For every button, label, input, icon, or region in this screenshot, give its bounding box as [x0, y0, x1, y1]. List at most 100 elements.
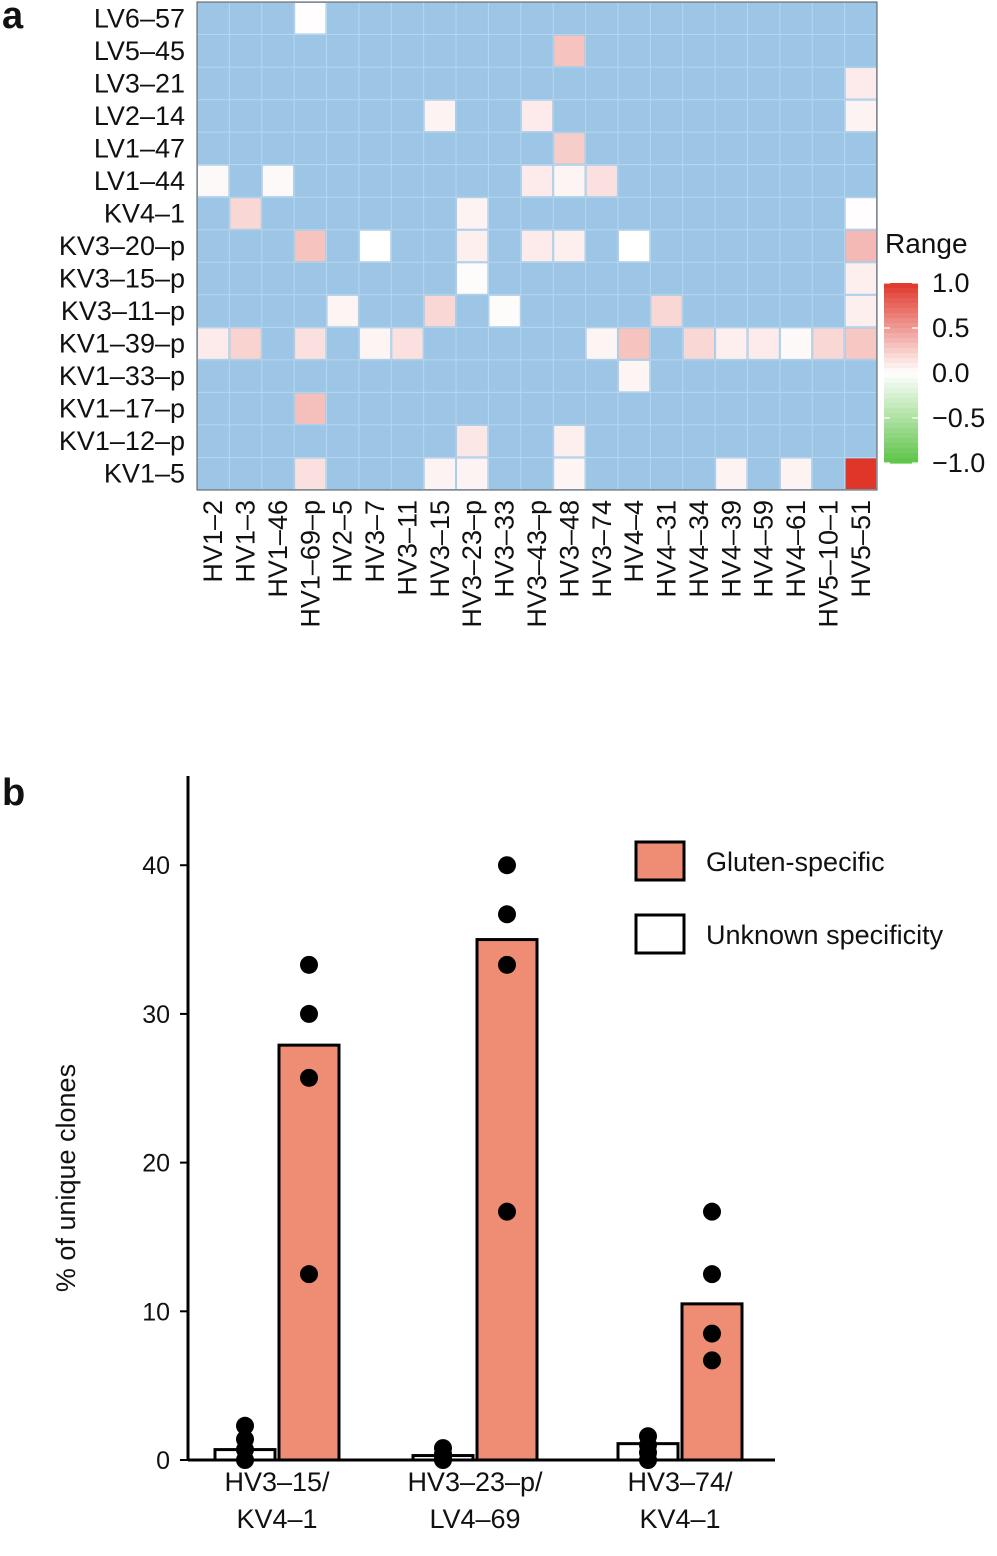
heatmap-column-label: HV3–23–p	[457, 500, 487, 628]
point-gluten-specific	[703, 1324, 721, 1343]
heatmap-cell	[813, 328, 844, 359]
colorbar-segment	[884, 408, 918, 414]
colorbar-segment	[884, 288, 918, 294]
heatmap-cell	[457, 425, 488, 457]
colorbar-segment	[884, 323, 918, 329]
point-gluten-specific	[498, 905, 516, 924]
heatmap-cell	[845, 263, 876, 294]
y-tick-label: 20	[142, 1150, 170, 1178]
heatmap-cell	[554, 35, 585, 67]
point-unknown-specificity	[434, 1439, 452, 1458]
heatmap-cell	[586, 165, 617, 197]
y-tick-label: 0	[156, 1447, 170, 1475]
heatmap-column-label: HV3–74	[587, 500, 617, 598]
x-category-label: HV3–74/	[627, 1467, 733, 1497]
heatmap-column-label: HV3–15	[425, 500, 455, 598]
heatmap-cell	[618, 230, 650, 262]
heatmap-cell	[198, 165, 229, 197]
heatmap-row-label: KV1–17–p	[59, 394, 185, 424]
colorbar-segment	[884, 423, 918, 429]
legend-swatch-unknown-specificity	[634, 913, 686, 955]
heatmap-cell	[230, 198, 261, 229]
colorbar-tick-label: −0.5	[932, 403, 985, 433]
colorbar-tick-label: −1.0	[932, 448, 985, 478]
heatmap-column-label: HV4–31	[652, 500, 682, 598]
colorbar-segment	[884, 303, 918, 309]
heatmap-column-label: HV4–39	[716, 500, 746, 598]
colorbar-segment	[884, 368, 918, 374]
y-tick-label: 30	[142, 1001, 170, 1029]
heatmap-row-label: LV3–21	[94, 68, 185, 98]
legend-label-unknown-specificity: Unknown specificity	[706, 920, 944, 950]
heatmap-cell	[392, 328, 423, 359]
colorbar-segment	[884, 313, 918, 319]
point-gluten-specific	[300, 1265, 318, 1284]
heatmap-cell	[457, 263, 488, 294]
point-unknown-specificity	[236, 1430, 254, 1449]
heatmap-cell	[845, 458, 876, 489]
heatmap-cell	[845, 68, 876, 99]
panel-a-label: a	[2, 0, 24, 37]
colorbar-segment	[884, 318, 918, 324]
colorbar-segment	[884, 458, 918, 464]
point-gluten-specific	[498, 1202, 516, 1221]
x-category-label: KV4–1	[236, 1504, 317, 1534]
heatmap-panel: LV6–57LV5–45LV3–21LV2–14LV1–47LV1–44KV4–…	[59, 1, 878, 628]
heatmap-cell	[716, 458, 747, 489]
heatmap-row-label: LV1–44	[94, 166, 185, 196]
bar-gluten-specific	[475, 938, 539, 1462]
colorbar-tick-label: 0.0	[932, 358, 970, 388]
heatmap-column-label: HV1–69–p	[295, 500, 325, 628]
x-category-label: HV3–15/	[224, 1467, 330, 1497]
colorbar-tick-label: 1.0	[932, 268, 970, 298]
x-category-label: LV4–69	[429, 1504, 520, 1534]
colorbar-segment	[884, 328, 918, 334]
heatmap-column-label: HV4–59	[749, 500, 779, 598]
colorbar-segment	[884, 388, 918, 394]
colorbar-segment	[884, 353, 918, 359]
colorbar-segment	[884, 393, 918, 399]
colorbar-segment	[884, 378, 918, 384]
heatmap-column-label: HV3–7	[360, 500, 390, 583]
heatmap-cell	[295, 230, 326, 262]
heatmap-cell	[262, 165, 294, 197]
colorbar-tick-label: 0.5	[932, 313, 970, 343]
heatmap-column-label: HV3–11	[392, 500, 422, 596]
heatmap-column-label: HV5–51	[846, 500, 876, 598]
heatmap-column-label: HV4–34	[684, 500, 714, 598]
y-tick-label: 40	[142, 852, 170, 880]
heatmap-row-label: KV3–20–p	[59, 231, 185, 261]
heatmap-cell	[618, 360, 650, 392]
colorbar-segment	[884, 298, 918, 304]
heatmap-cell	[780, 458, 812, 489]
bar-gluten-specific	[680, 1302, 744, 1462]
heatmap-cell	[327, 295, 358, 327]
colorbar-segment	[884, 403, 918, 409]
heatmap-cell	[457, 198, 488, 229]
heatmap-cell	[359, 328, 391, 359]
heatmap-cell	[554, 425, 585, 457]
colorbar-segment	[884, 348, 918, 354]
heatmap-row-label: LV5–45	[94, 36, 185, 66]
heatmap-row-label: KV1–33–p	[59, 361, 185, 391]
heatmap-cell	[554, 133, 585, 164]
heatmap-cell	[359, 230, 391, 262]
heatmap-row-label: LV2–14	[94, 101, 185, 131]
colorbar-segment	[884, 358, 918, 364]
heatmap-row-label: KV1–5	[104, 459, 185, 489]
point-unknown-specificity	[236, 1416, 254, 1435]
heatmap-cell	[651, 295, 682, 327]
heatmap-row-label: LV6–57	[94, 3, 185, 33]
heatmap-cell	[845, 230, 876, 262]
x-category-label: KV4–1	[639, 1504, 720, 1534]
heatmap-cell	[845, 328, 876, 359]
point-gluten-specific	[300, 955, 318, 974]
colorbar-segment	[884, 413, 918, 419]
heatmap-cell	[295, 393, 326, 424]
point-gluten-specific	[498, 856, 516, 875]
point-gluten-specific	[498, 955, 516, 974]
colorbar-segment	[884, 343, 918, 349]
colorbar-segment	[884, 453, 918, 459]
heatmap-cell	[586, 328, 617, 359]
legend-label-gluten-specific: Gluten-specific	[706, 847, 885, 877]
